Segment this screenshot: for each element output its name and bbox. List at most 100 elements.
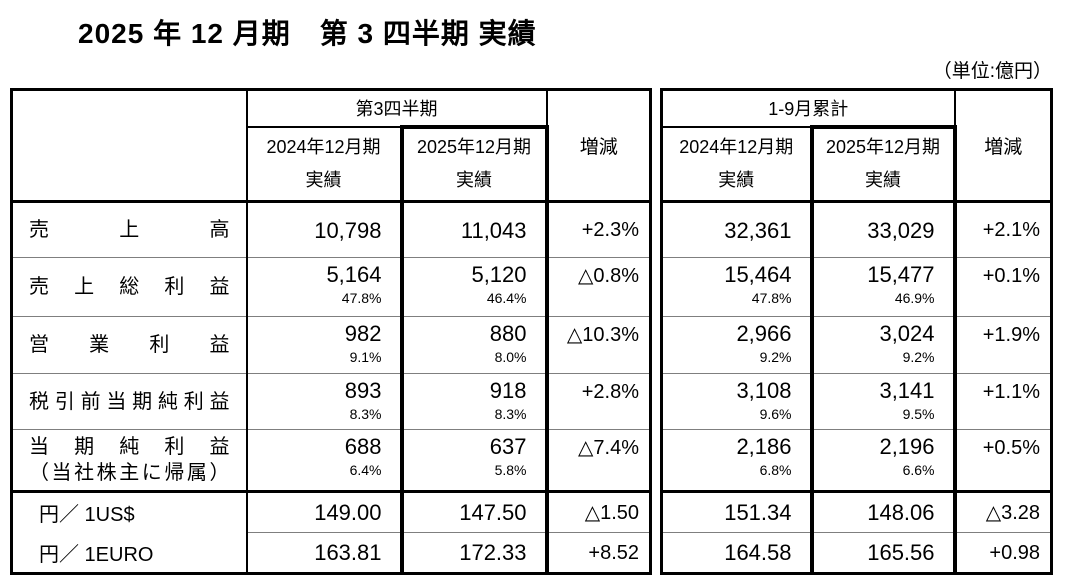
change-cell: +1.9% — [953, 316, 1052, 374]
change-header: 増減 — [953, 89, 1052, 202]
value-cell-2025: 148.06 — [809, 490, 957, 533]
change-cell: +0.98 — [953, 532, 1052, 574]
change-value: +8.52 — [588, 541, 640, 564]
change-cell: △1.50 — [545, 490, 651, 533]
value-2025: 5,120 — [471, 262, 527, 287]
value-cell-2025: 5,120 46.4% — [399, 257, 549, 317]
value-2024: 32,361 — [724, 217, 792, 243]
row-label-cell: 円／ 1EURO — [12, 533, 247, 574]
value-cell-2025: 33,029 — [809, 200, 957, 258]
margin-2025: 6.6% — [902, 462, 935, 478]
change-value: +0.5% — [982, 437, 1041, 459]
row-label-cell: 営業利益 — [11, 316, 247, 374]
column-header-2025-period: 2025年12月期 — [825, 137, 941, 158]
change-value: +1.1% — [982, 381, 1041, 403]
value-cell-2024: 688 6.4% — [245, 429, 402, 492]
cumulative-results-table: 1-9月累計 増減 2024年12月期 実績 2025年12月期 実績 32,3… — [660, 88, 1054, 575]
table-row: 3,108 9.6% 3,141 9.5% +1.1% — [661, 373, 1052, 430]
value-2025: 11,043 — [460, 217, 527, 243]
value-2024: 2,966 — [736, 321, 792, 346]
change-value: +2.3% — [581, 219, 640, 241]
table-subheader-row: 2024年12月期 実績 2025年12月期 実績 — [662, 124, 1052, 202]
table-row: 円／ 1US$ 149.00 147.50 △1.50 — [11, 490, 651, 533]
margin-2025: 8.3% — [494, 406, 527, 422]
value-2025: 3,141 — [879, 378, 935, 403]
table-row: 当期純利益 （当社株主に帰属） 688 6.4% 637 5.8% △7.4% — [11, 429, 651, 492]
margin-2025: 46.9% — [894, 290, 935, 306]
row-label-cell: 当期純利益 （当社株主に帰属） — [11, 429, 247, 492]
value-2024: 893 — [344, 378, 382, 403]
value-2024: 3,108 — [736, 378, 792, 403]
value-2024: 10,798 — [314, 217, 382, 243]
margin-2024: 6.8% — [759, 462, 792, 478]
value-2025: 172.33 — [459, 540, 527, 565]
quarter-results-table: 第3四半期 増減 2024年12月期 実績 2025年12月期 実績 売上高 1… — [10, 88, 653, 575]
value-2024: 982 — [344, 321, 382, 346]
table-row: 15,464 47.8% 15,477 46.9% +0.1% — [661, 257, 1052, 317]
value-cell-2024: 149.00 — [245, 490, 402, 533]
value-cell-2025: 3,141 9.5% — [809, 373, 957, 430]
value-cell-2024: 2,966 9.2% — [661, 316, 812, 374]
value-2024: 149.00 — [314, 500, 382, 525]
table-row: 151.34 148.06 △3.28 — [661, 490, 1052, 533]
value-cell-2025: 3,024 9.2% — [809, 316, 957, 374]
margin-2025: 8.0% — [494, 349, 527, 365]
value-2024: 163.81 — [314, 540, 382, 565]
row-label: 税引前当期純利益 — [29, 390, 230, 413]
column-header-2025-actual: 実績 — [865, 170, 901, 191]
table-header-row: 第3四半期 増減 — [12, 89, 651, 202]
value-cell-2024: 982 9.1% — [245, 316, 402, 374]
column-header-2024-actual: 実績 — [305, 169, 342, 190]
row-label-header-cell — [12, 90, 247, 202]
change-cell: +2.3% — [545, 200, 651, 258]
margin-2025: 5.8% — [494, 462, 527, 478]
row-label-cell: 売上総利益 — [11, 257, 247, 317]
change-header: 増減 — [545, 89, 651, 202]
value-cell-2025: 15,477 46.9% — [809, 257, 957, 317]
value-cell-2025: 880 8.0% — [399, 316, 549, 374]
value-2024: 2,186 — [736, 434, 792, 459]
row-label: 円／ 1EURO — [39, 543, 154, 566]
value-cell-2025: 147.50 — [399, 490, 549, 533]
table-row: 売上総利益 5,164 47.8% 5,120 46.4% △0.8% — [11, 257, 651, 317]
change-cell: +0.5% — [953, 429, 1052, 492]
table-row: 円／ 1EURO 163.81 172.33 +8.52 — [12, 532, 651, 574]
value-cell-2024: 5,164 47.8% — [245, 257, 402, 317]
value-cell-2024: 163.81 — [245, 532, 402, 574]
change-cell: △0.8% — [545, 257, 651, 317]
change-cell: +1.1% — [953, 373, 1052, 430]
value-2024: 164.58 — [724, 540, 792, 565]
value-cell-2024: 893 8.3% — [245, 373, 402, 430]
column-header-2024: 2024年12月期 実績 — [245, 126, 402, 202]
change-value: +2.8% — [581, 381, 640, 403]
value-2025: 918 — [489, 378, 527, 403]
period-header-quarter: 第3四半期 — [245, 89, 547, 128]
column-header-2024: 2024年12月期 実績 — [662, 127, 812, 202]
unit-note: （単位:億円） — [932, 61, 1052, 82]
value-cell-2024: 3,108 9.6% — [661, 373, 812, 430]
value-2025: 880 — [489, 321, 527, 346]
margin-2024: 47.8% — [751, 290, 792, 306]
row-label-note: （当社株主に帰属） — [29, 462, 230, 484]
change-value: △10.3% — [566, 324, 640, 346]
table-row: 営業利益 982 9.1% 880 8.0% △10.3% — [11, 316, 651, 374]
value-cell-2024: 10,798 — [245, 200, 402, 258]
margin-2024: 6.4% — [349, 462, 382, 478]
row-label: 円／ 1US$ — [39, 504, 135, 527]
margin-2024: 9.1% — [349, 349, 382, 365]
row-label: 売上総利益 — [29, 276, 230, 298]
change-value: +2.1% — [982, 219, 1041, 241]
change-value: △0.8% — [578, 265, 640, 287]
table-row: 2,966 9.2% 3,024 9.2% +1.9% — [661, 316, 1052, 374]
change-value: △7.4% — [578, 437, 640, 459]
row-label-cell: 税引前当期純利益 — [11, 373, 247, 430]
value-cell-2024: 151.34 — [661, 490, 812, 533]
value-cell-2024: 32,361 — [661, 200, 812, 258]
period-header-cumulative: 1-9月累計 — [661, 89, 955, 128]
change-cell: +0.1% — [953, 257, 1052, 317]
value-cell-2025: 172.33 — [399, 532, 549, 574]
margin-2024: 47.8% — [341, 290, 382, 306]
table-row: 164.58 165.56 +0.98 — [661, 532, 1052, 574]
value-2024: 688 — [344, 434, 382, 459]
row-label: 売上高 — [29, 219, 230, 241]
